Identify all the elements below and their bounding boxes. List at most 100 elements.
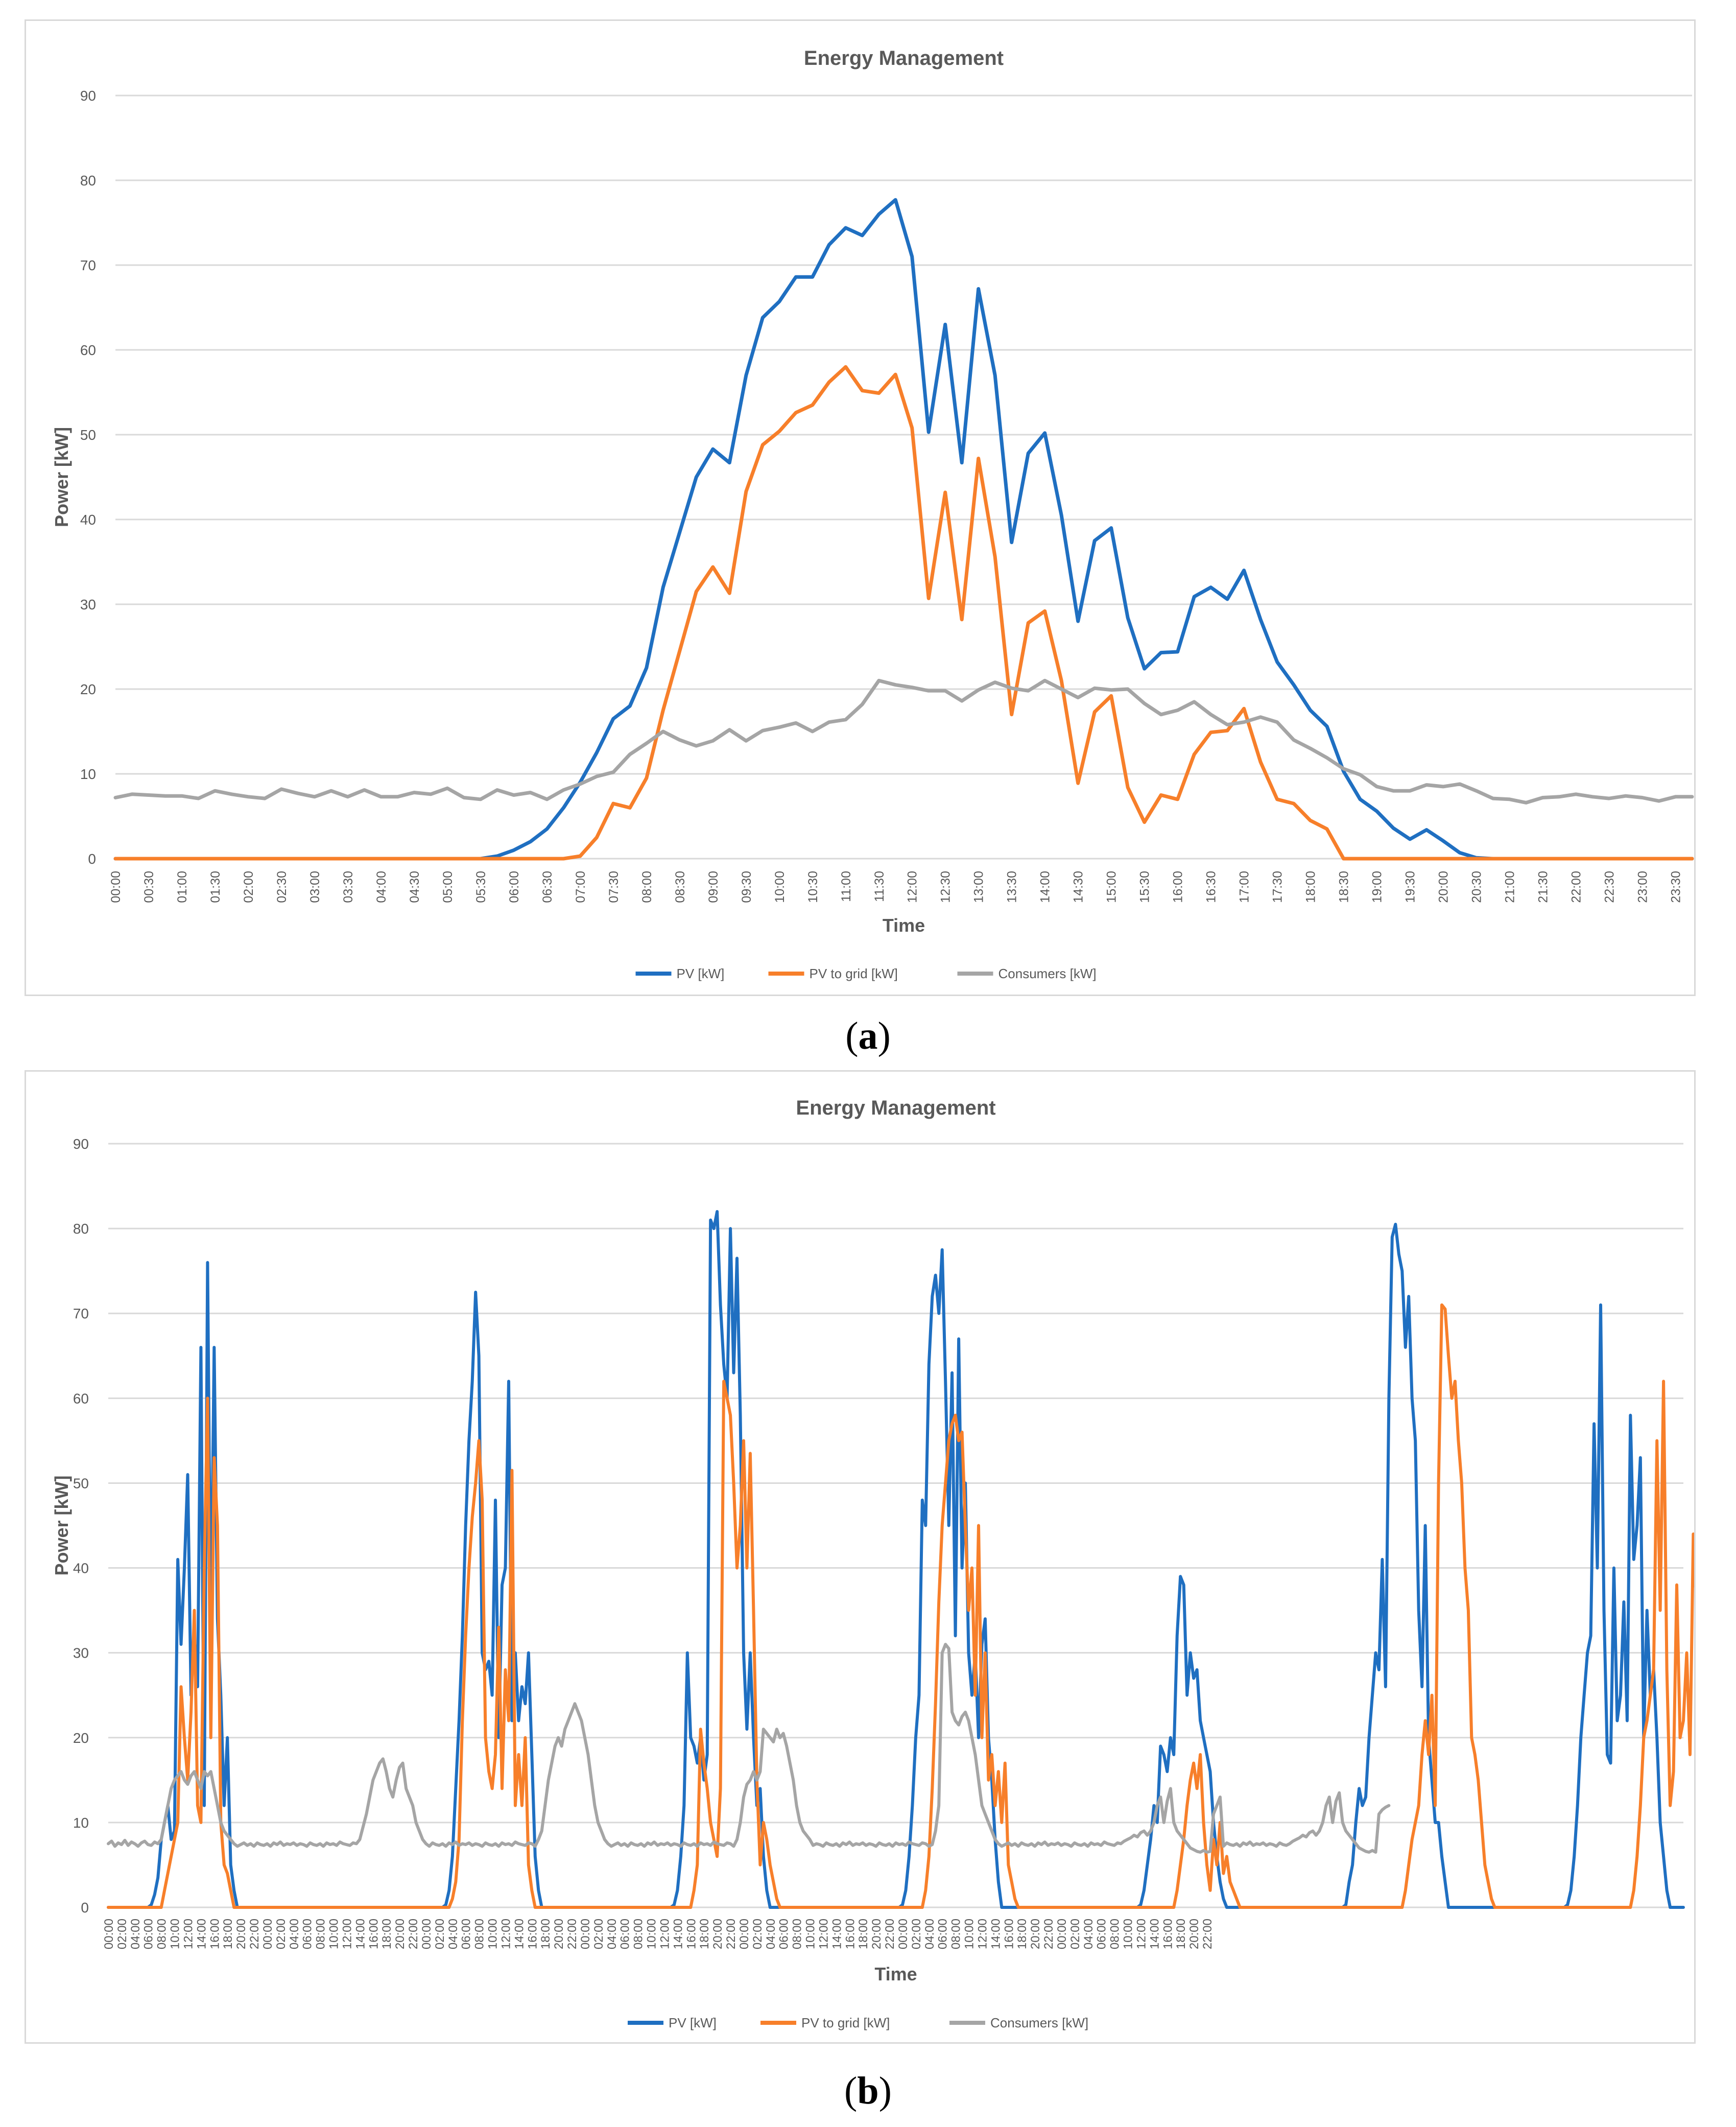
caption-a: (a): [845, 1014, 891, 1057]
y-tick-label: 0: [88, 851, 96, 867]
x-tick-label: 18:00: [380, 1919, 394, 1949]
x-tick-label: 18:00: [539, 1919, 553, 1949]
x-tick-label: 06:00: [619, 1919, 632, 1949]
x-tick-label: 12:30: [939, 871, 953, 903]
y-tick-label: 90: [73, 1136, 89, 1152]
x-tick-label: 00:00: [102, 1919, 116, 1949]
x-tick-label: 15:00: [1105, 871, 1119, 903]
x-tick-label: 22:00: [883, 1919, 897, 1949]
x-tick-label: 12:00: [906, 871, 920, 903]
x-tick-label: 03:30: [341, 871, 355, 903]
x-tick-label: 10:00: [169, 1919, 182, 1949]
x-tick-label: 00:00: [261, 1919, 275, 1949]
x-tick-label: 04:00: [374, 871, 389, 903]
x-tick-label: 04:00: [129, 1919, 142, 1949]
x-tick-label: 02:00: [115, 1919, 129, 1949]
x-tick-label: 19:00: [1370, 871, 1385, 903]
caption-b: (b): [844, 2069, 892, 2112]
x-tick-label: 13:30: [1005, 871, 1019, 903]
x-tick-label: 16:30: [1204, 871, 1219, 903]
y-tick-label: 40: [73, 1561, 89, 1576]
x-tick-label: 05:30: [474, 871, 488, 903]
x-tick-label: 20:00: [393, 1919, 407, 1949]
y-tick-label: 30: [80, 597, 96, 612]
chart-panel-a: Energy Management 0 10 20 30 40 50 60 70 80 90 Powe…: [25, 19, 1696, 996]
x-tick-label: 14:00: [989, 1919, 1003, 1949]
legend-label-2: PV to grid [kW]: [810, 966, 898, 981]
x-tick-label: 19:30: [1404, 871, 1418, 903]
x-tick-label: 21:00: [1503, 871, 1517, 903]
x-tick-label: 16:00: [367, 1919, 381, 1949]
x-axis-label: Time: [883, 915, 925, 936]
x-tick-label: 20:30: [1470, 871, 1484, 903]
x-tick-label: 02:00: [751, 1919, 765, 1949]
x-tick-label: 07:00: [574, 871, 588, 903]
y-tick-label: 20: [80, 681, 96, 697]
x-tick-label: 12:00: [340, 1919, 354, 1949]
x-tick-label: 16:00: [526, 1919, 539, 1949]
x-tick-label: 02:00: [433, 1919, 447, 1949]
x-tick-label: 11:00: [839, 871, 853, 902]
y-tick-label: 10: [80, 766, 96, 782]
energy-chart-b: Energy Management 0 10 20 30 40 50 60 70 80 90 Powe…: [51, 1097, 1694, 2030]
x-tick-label: 22:00: [1201, 1919, 1215, 1949]
y-tick-label: 90: [80, 88, 96, 104]
x-tick-label: 23:30: [1669, 871, 1683, 903]
x-tick-label: 20:00: [711, 1919, 725, 1949]
x-tick-label: 18:00: [698, 1919, 711, 1949]
y-tick-label: 50: [80, 427, 96, 443]
x-tick-label: 08:00: [640, 871, 654, 903]
x-tick-label: 05:00: [441, 871, 455, 903]
x-tick-label: 00:00: [738, 1919, 751, 1949]
x-tick-label: 10:00: [963, 1919, 977, 1949]
y-tick-label: 40: [80, 512, 96, 528]
x-tick-label: 12:00: [817, 1919, 830, 1949]
x-tick-label: 20:00: [1029, 1919, 1042, 1949]
y-tick-label: 20: [73, 1730, 89, 1746]
x-tick-label: 01:30: [208, 871, 223, 903]
x-tick-label: 15:30: [1138, 871, 1152, 903]
x-tick-label: 18:00: [221, 1919, 235, 1949]
x-tick-label: 08:00: [155, 1919, 169, 1949]
x-tick-label: 22:00: [1042, 1919, 1056, 1949]
x-tick-label: 08:00: [1108, 1919, 1122, 1949]
x-tick-label: 04:00: [605, 1919, 619, 1949]
x-tick-label: 04:00: [288, 1919, 301, 1949]
x-tick-label: 10:30: [806, 871, 820, 903]
x-tick-label: 14:00: [195, 1919, 208, 1949]
x-tick-label: 22:00: [248, 1919, 261, 1949]
x-tick-label: 06:00: [142, 1919, 156, 1949]
y-tick-label: 0: [81, 1900, 89, 1916]
chart-title: Energy Management: [796, 1097, 995, 1119]
y-tick-label: 70: [80, 257, 96, 273]
x-tick-label: 16:00: [843, 1919, 857, 1949]
x-axis-label: Time: [874, 1964, 917, 1984]
x-tick-label: 11:30: [872, 871, 887, 902]
x-tick-label: 00:00: [109, 871, 123, 903]
series-line-3: [113, 678, 1694, 805]
x-tick-label: 20:00: [1187, 1919, 1201, 1949]
x-tick-label: 14:30: [1072, 871, 1086, 903]
series-line-2: [113, 365, 1694, 861]
energy-chart-a: Energy Management 0 10 20 30 40 50 60 70 80 90 Powe…: [51, 47, 1694, 981]
y-tick-label: 10: [73, 1815, 89, 1831]
x-tick-label: 09:00: [706, 871, 721, 903]
chart-panel-b: Energy Management 0 10 20 30 40 50 60 70 80 90 Powe…: [25, 1070, 1696, 2044]
x-tick-label: 00:00: [420, 1919, 434, 1949]
x-tick-label: 14:00: [1038, 871, 1053, 903]
x-tick-label: 08:00: [791, 1919, 804, 1949]
x-tick-label: 08:00: [314, 1919, 328, 1949]
x-tick-label: 16:00: [1171, 871, 1185, 903]
x-tick-label: 00:00: [579, 1919, 592, 1949]
y-tick-label: 60: [73, 1390, 89, 1406]
x-tick-label: 08:00: [949, 1919, 963, 1949]
x-tick-label: 03:00: [308, 871, 322, 903]
x-tick-label: 12:00: [499, 1919, 513, 1949]
x-tick-label: 20:00: [552, 1919, 566, 1949]
x-tick-label: 06:00: [301, 1919, 315, 1949]
x-tick-label: 22:00: [1569, 871, 1584, 903]
chart-title: Energy Management: [804, 47, 1004, 69]
x-tick-label: 01:00: [175, 871, 189, 903]
x-tick-label: 17:30: [1271, 871, 1285, 903]
x-tick-label: 10:00: [1122, 1919, 1135, 1949]
